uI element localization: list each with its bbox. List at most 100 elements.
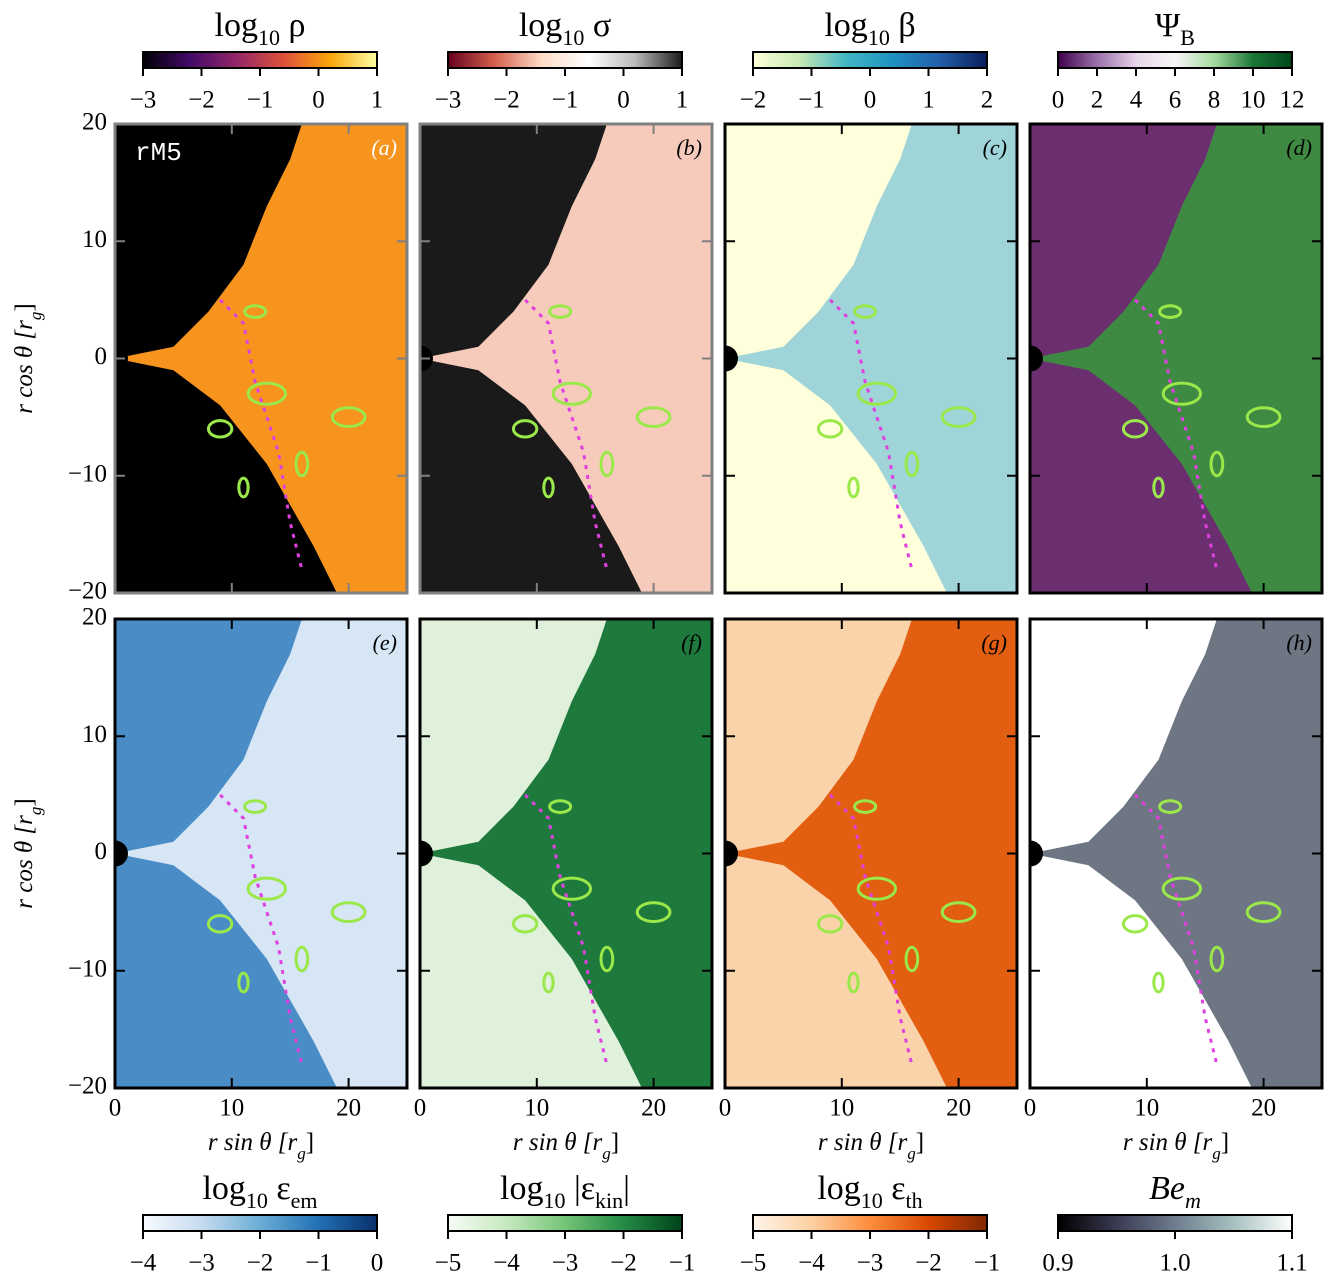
label-part: log (519, 7, 562, 44)
panel-label: (e) (373, 630, 397, 655)
colorbar-tick-label: 10 (1241, 87, 1266, 114)
x-tick-label: 0 (719, 1095, 732, 1122)
colorbar (753, 52, 987, 68)
colorbar-label: log10 εem (202, 1170, 317, 1213)
x-tick-label: 20 (336, 1095, 361, 1122)
label-part: g (602, 1144, 611, 1163)
panel (712, 124, 1017, 593)
x-axis-label: r sin θ [rg] (208, 1129, 314, 1163)
colorbar-tick-label: 0 (312, 87, 325, 114)
colorbar (143, 1215, 377, 1231)
label-part: r sin θ [r (208, 1129, 298, 1156)
label-part: 10 (246, 1188, 268, 1213)
panel-label: (b) (676, 135, 702, 160)
panel (407, 619, 712, 1088)
y-tick-label: 0 (95, 838, 108, 865)
x-tick-label: 0 (1024, 1095, 1037, 1122)
colorbar-tick-label: −2 (493, 87, 520, 114)
figure: (a)rM520100−10−20r cos θ [rg]−3−2−101log… (0, 0, 1336, 1282)
colorbar-tick-label: −2 (247, 1250, 274, 1277)
label-part: ε (883, 1170, 906, 1207)
label-part: | (623, 1170, 630, 1207)
x-tick-label: 10 (1134, 1095, 1159, 1122)
colorbar (143, 52, 377, 68)
y-axis-label: r cos θ [rg] (11, 798, 45, 908)
panel (407, 124, 712, 593)
colorbar-tick-label: 6 (1169, 87, 1182, 114)
panel (1017, 619, 1322, 1088)
colorbar-tick-label: 0 (371, 1250, 384, 1277)
colorbar (448, 1215, 682, 1231)
y-tick-label: −10 (68, 955, 107, 982)
label-part: r cos θ [r (11, 320, 38, 414)
x-axis-label: r sin θ [rg] (513, 1129, 619, 1163)
label-part: m (1185, 1188, 1201, 1213)
colorbar-tick-label: −2 (610, 1250, 637, 1277)
colorbar-tick-label: −3 (857, 1250, 884, 1277)
x-tick-label: 0 (414, 1095, 427, 1122)
label-part: ] (916, 1129, 924, 1156)
label-part: ] (1221, 1129, 1229, 1156)
colorbar-tick-label: 12 (1280, 87, 1305, 114)
panel (1017, 124, 1322, 593)
colorbar-label: log10 |εkin| (500, 1170, 630, 1213)
panel-label: (h) (1286, 630, 1312, 655)
colorbar-label: log10 ρ (215, 7, 306, 50)
colorbar-tick-label: 2 (981, 87, 994, 114)
colorbar-tick-label: −3 (552, 1250, 579, 1277)
label-part: r cos θ [r (11, 815, 38, 909)
colorbar-tick-label: 0 (617, 87, 630, 114)
y-axis-label: r cos θ [rg] (11, 303, 45, 413)
label-part: Be (1149, 1170, 1185, 1207)
label-part: ρ (280, 7, 305, 44)
colorbar-tick-label: −3 (188, 1250, 215, 1277)
panel (712, 619, 1017, 1088)
colorbar-tick-label: 4 (1130, 87, 1143, 114)
label-part: log (500, 1170, 543, 1207)
colorbar-tick-label: −4 (130, 1250, 157, 1277)
label-part: 10 (868, 25, 890, 50)
label-part: r sin θ [r (513, 1129, 603, 1156)
colorbar-tick-label: 0.9 (1042, 1250, 1073, 1277)
label-part: ] (11, 798, 38, 806)
x-tick-label: 20 (641, 1095, 666, 1122)
label-part: log (824, 7, 867, 44)
x-tick-label: 10 (524, 1095, 549, 1122)
colorbar-tick-label: −1 (669, 1250, 696, 1277)
x-tick-label: 20 (946, 1095, 971, 1122)
label-part: 10 (543, 1188, 565, 1213)
label-part: g (907, 1144, 916, 1163)
colorbar-tick-label: 8 (1208, 87, 1221, 114)
y-tick-label: 10 (82, 226, 107, 253)
colorbar-tick-label: −4 (798, 1250, 825, 1277)
y-tick-label: −10 (68, 460, 107, 487)
label-part: 10 (562, 25, 584, 50)
annotation: rM5 (135, 138, 182, 168)
colorbar-tick-label: 1 (676, 87, 689, 114)
colorbar-tick-label: −5 (435, 1250, 462, 1277)
panel-label: (d) (1286, 135, 1312, 160)
colorbar-tick-label: 1.0 (1159, 1250, 1190, 1277)
colorbar (448, 52, 682, 68)
colorbar-tick-label: 2 (1091, 87, 1104, 114)
label-part: ] (611, 1129, 619, 1156)
colorbar-tick-label: 0 (864, 87, 877, 114)
label-part: log (215, 7, 258, 44)
colorbar-tick-label: 0 (1052, 87, 1065, 114)
colorbar (1058, 52, 1292, 68)
y-tick-label: 0 (95, 343, 108, 370)
label-part: Ψ (1155, 7, 1180, 44)
colorbar-tick-label: −2 (188, 87, 215, 114)
colorbar-tick-label: −4 (493, 1250, 520, 1277)
colorbar-tick-label: 1 (922, 87, 935, 114)
label-part: g (1212, 1144, 1221, 1163)
colorbar-tick-label: 1 (371, 87, 384, 114)
panel-label: (f) (681, 630, 702, 655)
colorbar-tick-label: −5 (740, 1250, 767, 1277)
label-part: kin (595, 1188, 623, 1213)
panel-label: (g) (981, 630, 1007, 655)
colorbar-tick-label: −3 (130, 87, 157, 114)
y-tick-label: 20 (82, 604, 107, 631)
x-axis-label: r sin θ [rg] (818, 1129, 924, 1163)
colorbar-tick-label: −1 (552, 87, 579, 114)
